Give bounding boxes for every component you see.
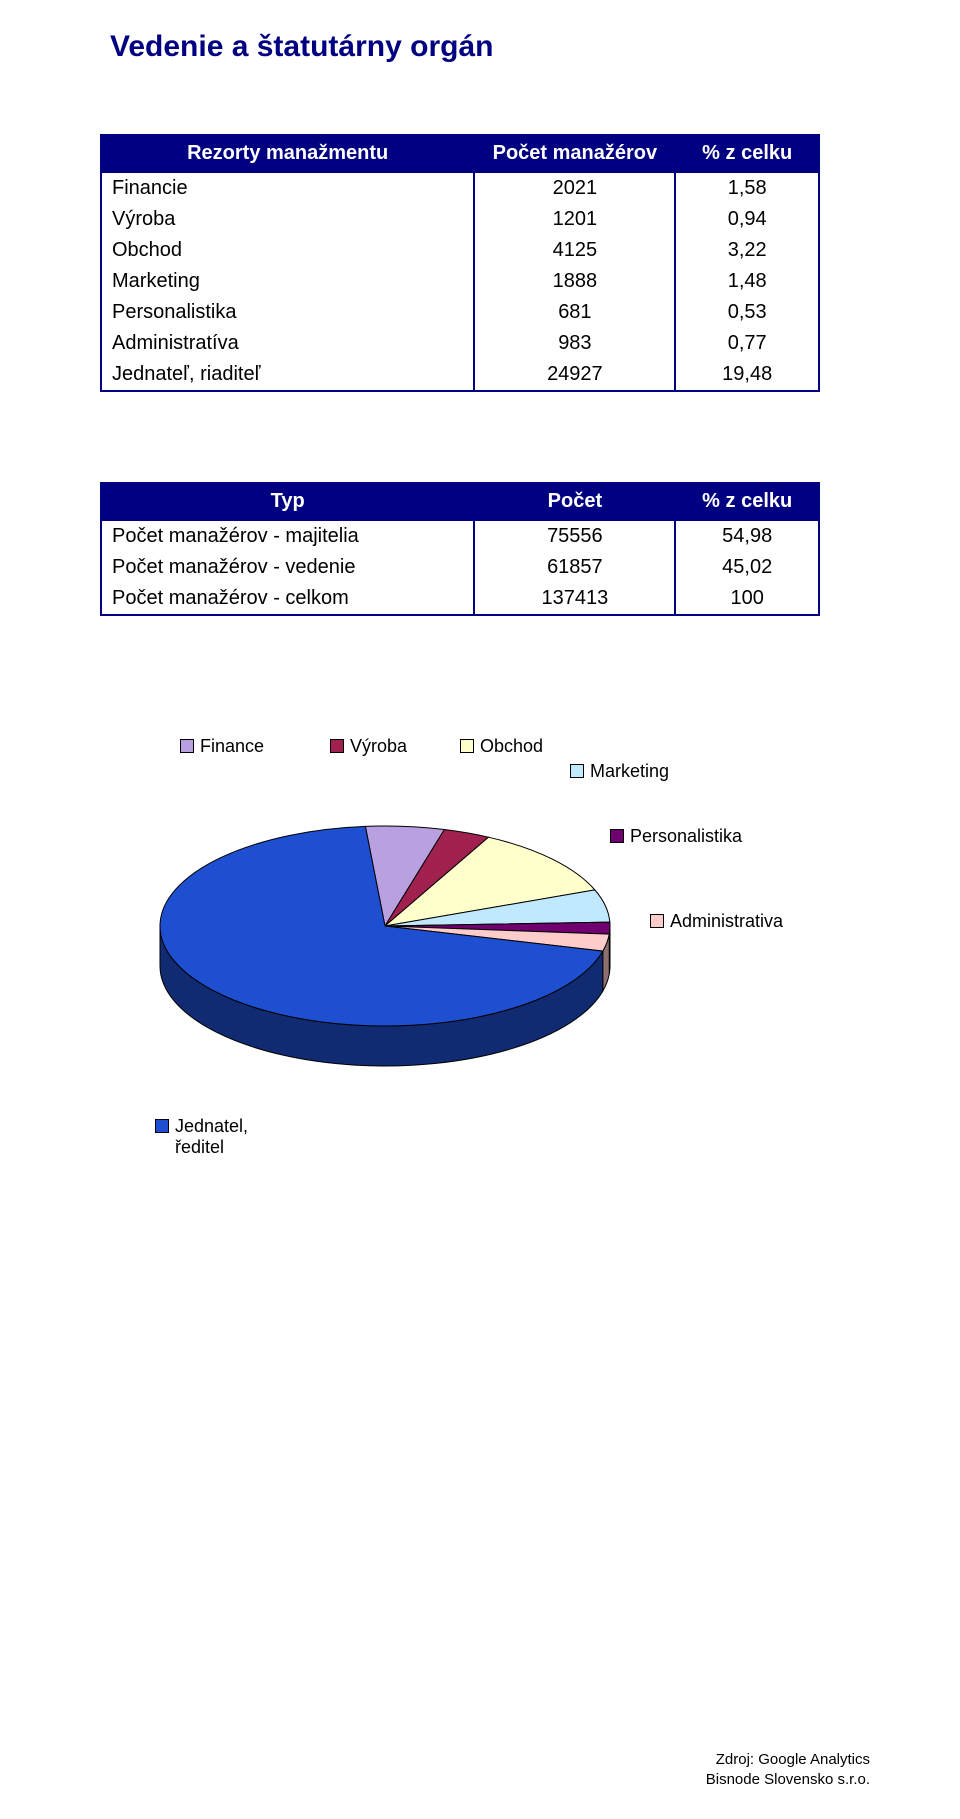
cell-pct: 1,48 <box>675 266 819 297</box>
cell-label: Administratíva <box>101 328 474 359</box>
cell-label: Personalistika <box>101 297 474 328</box>
legend-swatch <box>330 739 344 753</box>
cell-label: Výroba <box>101 204 474 235</box>
cell-pct: 19,48 <box>675 359 819 391</box>
cell-pct: 3,22 <box>675 235 819 266</box>
legend-item: Administrativa <box>650 911 783 932</box>
legend-item: Obchod <box>460 736 543 757</box>
col-header: Počet manažérov <box>474 135 675 172</box>
cell-pct: 54,98 <box>675 520 819 552</box>
table-header-row: Rezorty manažmentu Počet manažérov % z c… <box>101 135 819 172</box>
legend-label: Personalistika <box>630 826 742 847</box>
legend-swatch <box>180 739 194 753</box>
cell-count: 75556 <box>474 520 675 552</box>
cell-pct: 0,53 <box>675 297 819 328</box>
legend-swatch <box>155 1119 169 1133</box>
cell-pct: 1,58 <box>675 172 819 204</box>
cell-label: Financie <box>101 172 474 204</box>
cell-count: 4125 <box>474 235 675 266</box>
pie-chart-section: Finance Výroba Obchod Marketing Personalisti… <box>100 736 860 1256</box>
cell-pct: 0,94 <box>675 204 819 235</box>
table-row: Obchod 4125 3,22 <box>101 235 819 266</box>
legend-label: Výroba <box>350 736 407 757</box>
page-title: Vedenie a štatutárny orgán <box>110 30 870 64</box>
cell-count: 24927 <box>474 359 675 391</box>
cell-count: 137413 <box>474 583 675 615</box>
cell-count: 1888 <box>474 266 675 297</box>
table-rezorty: Rezorty manažmentu Počet manažérov % z c… <box>100 134 820 392</box>
legend-item: Finance <box>180 736 264 757</box>
legend-swatch <box>650 914 664 928</box>
table-header-row: Typ Počet % z celku <box>101 483 819 520</box>
table-row: Výroba 1201 0,94 <box>101 204 819 235</box>
legend-swatch <box>460 739 474 753</box>
cell-count: 983 <box>474 328 675 359</box>
legend-label: Marketing <box>590 761 669 782</box>
cell-label: Počet manažérov - celkom <box>101 583 474 615</box>
col-header: Počet <box>474 483 675 520</box>
legend-item: Marketing <box>570 761 669 782</box>
table-row: Počet manažérov - vedenie 61857 45,02 <box>101 552 819 583</box>
cell-pct: 100 <box>675 583 819 615</box>
footer-source: Zdroj: Google Analytics Bisnode Slovensk… <box>706 1750 870 1789</box>
cell-pct: 0,77 <box>675 328 819 359</box>
legend-swatch <box>610 829 624 843</box>
cell-pct: 45,02 <box>675 552 819 583</box>
legend-label: Jednatel, ředitel <box>175 1116 248 1158</box>
legend-item: Jednatel, ředitel <box>155 1116 248 1158</box>
table-row: Administratíva 983 0,77 <box>101 328 819 359</box>
cell-count: 61857 <box>474 552 675 583</box>
col-header: Typ <box>101 483 474 520</box>
table-typy: Typ Počet % z celku Počet manažérov - ma… <box>100 482 820 616</box>
cell-label: Počet manažérov - majitelia <box>101 520 474 552</box>
legend-label: Obchod <box>480 736 543 757</box>
legend-item: Výroba <box>330 736 407 757</box>
legend-label: Finance <box>200 736 264 757</box>
legend-label: Administrativa <box>670 911 783 932</box>
cell-count: 2021 <box>474 172 675 204</box>
col-header: % z celku <box>675 135 819 172</box>
col-header: Rezorty manažmentu <box>101 135 474 172</box>
cell-count: 681 <box>474 297 675 328</box>
footer-line: Zdroj: Google Analytics <box>706 1750 870 1770</box>
legend-swatch <box>570 764 584 778</box>
footer-line: Bisnode Slovensko s.r.o. <box>706 1770 870 1790</box>
table-row: Personalistika 681 0,53 <box>101 297 819 328</box>
table-row: Jednateľ, riaditeľ 24927 19,48 <box>101 359 819 391</box>
col-header: % z celku <box>675 483 819 520</box>
table-row: Financie 2021 1,58 <box>101 172 819 204</box>
table-row: Počet manažérov - majitelia 75556 54,98 <box>101 520 819 552</box>
cell-label: Marketing <box>101 266 474 297</box>
table-row: Marketing 1888 1,48 <box>101 266 819 297</box>
cell-label: Počet manažérov - vedenie <box>101 552 474 583</box>
pie-chart <box>150 806 620 1086</box>
cell-label: Jednateľ, riaditeľ <box>101 359 474 391</box>
cell-label: Obchod <box>101 235 474 266</box>
legend-item: Personalistika <box>610 826 742 847</box>
table-row: Počet manažérov - celkom 137413 100 <box>101 583 819 615</box>
cell-count: 1201 <box>474 204 675 235</box>
page-root: Vedenie a štatutárny orgán Rezorty manaž… <box>0 0 960 1819</box>
